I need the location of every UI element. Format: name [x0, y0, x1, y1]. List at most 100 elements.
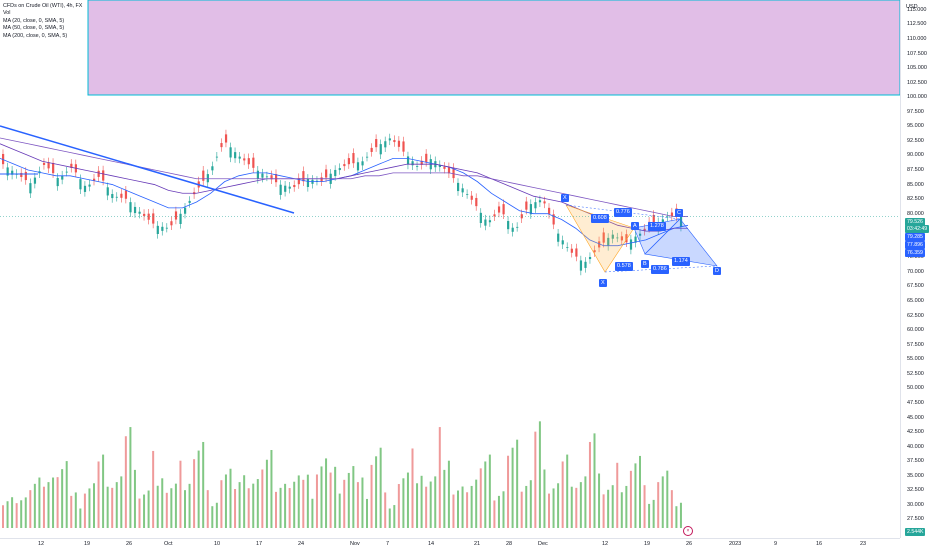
volume-bar — [511, 447, 514, 528]
candle-body — [334, 169, 337, 177]
candle-body — [184, 207, 187, 214]
candle-body — [265, 176, 269, 178]
candle-body — [557, 233, 560, 242]
chart-area[interactable]: CFDs on Crude Oil (WTI), 4h, FX Vol MA (… — [0, 0, 900, 538]
candle-body — [361, 161, 364, 166]
volume-bar — [315, 474, 318, 528]
legend-ma20[interactable]: MA (20, close, 0, SMA, 5) — [3, 17, 65, 24]
close-icon[interactable]: × — [683, 526, 693, 536]
volume-bar — [443, 469, 446, 528]
candle-body — [661, 219, 664, 224]
candle-body — [593, 250, 596, 253]
volume-bar — [620, 492, 623, 528]
volume-bar — [420, 475, 423, 528]
volume-bar — [666, 470, 669, 528]
volume-bar — [661, 476, 664, 528]
volume-bar — [152, 450, 155, 528]
volume-bar — [502, 491, 505, 528]
volume-bar — [429, 481, 432, 528]
volume-bar — [211, 506, 214, 528]
price-tick-label: 52.500 — [907, 370, 924, 377]
volume-bar — [484, 461, 487, 528]
candle-body — [375, 139, 378, 148]
price-tick-label: 40.000 — [907, 443, 924, 450]
price-tick-label: 62.500 — [907, 312, 924, 319]
volume-bar — [202, 441, 205, 528]
volume-bar — [475, 479, 478, 528]
volume-bar — [24, 497, 27, 528]
candle-body — [379, 144, 382, 155]
candle-body — [497, 206, 501, 213]
volume-bar — [561, 461, 564, 528]
volume-bar — [279, 487, 282, 528]
candle-body — [607, 237, 610, 247]
candle-body — [416, 166, 419, 167]
volume-bar — [679, 502, 682, 528]
candle-body — [261, 173, 264, 178]
candle-body — [484, 219, 487, 226]
volume-bar — [106, 486, 109, 528]
candle-body — [679, 216, 683, 227]
volume-bar — [634, 463, 637, 528]
legend-vol[interactable]: Vol — [3, 10, 11, 17]
legend-title[interactable]: CFDs on Crude Oil (WTI), 4h, FX — [3, 3, 83, 9]
volume-bar — [197, 450, 200, 528]
price-chart[interactable] — [0, 0, 900, 538]
time-tick-label: 19 — [644, 541, 651, 547]
legend-ma50[interactable]: MA (50, close, 0, SMA, 5) — [3, 25, 65, 32]
price-tick-label: 47.500 — [907, 399, 924, 406]
volume-bar — [115, 482, 118, 528]
candle-body — [347, 158, 350, 165]
volume-bar — [652, 499, 655, 528]
pattern-point-x-top: X — [561, 194, 569, 202]
volume-bar — [548, 493, 550, 528]
candle-body — [65, 171, 68, 173]
price-tick-label: 87.500 — [907, 166, 924, 173]
price-tag-last: 79.526 — [905, 218, 925, 226]
volume-bar — [143, 494, 146, 528]
candle-body — [666, 216, 669, 218]
candle-body — [165, 227, 168, 229]
candle-body — [302, 171, 305, 182]
time-tick-label: Oct — [164, 541, 173, 547]
chart-legend: CFDs on Crude Oil (WTI), 4h, FX Vol MA (… — [3, 3, 82, 40]
candle-body — [161, 226, 164, 231]
volume-bar — [20, 500, 23, 528]
candle-body — [397, 140, 401, 147]
volume-bar — [466, 492, 469, 528]
price-tick-label: 27.500 — [907, 516, 924, 523]
candle-body — [156, 225, 159, 235]
time-tick-label: 21 — [474, 541, 481, 547]
price-tick-label: 82.500 — [907, 196, 924, 203]
volume-bar — [375, 456, 378, 528]
candle-body — [275, 174, 278, 183]
candle-body — [88, 184, 91, 187]
candle-body — [598, 241, 601, 248]
volume-bar — [97, 461, 100, 528]
candle-body — [370, 147, 373, 152]
candle-body — [443, 166, 446, 169]
candle-body — [461, 188, 464, 193]
price-tag-ma200: 76.359 — [905, 249, 925, 257]
volume-bar — [566, 454, 569, 528]
volume-bar — [461, 486, 464, 528]
volume-bar — [438, 427, 441, 528]
candle-body — [24, 171, 27, 181]
candle-body — [252, 157, 255, 168]
volume-bar — [602, 494, 605, 528]
candle-body — [561, 240, 564, 245]
candle-body — [174, 211, 178, 220]
candle-body — [170, 221, 173, 226]
volume-bar — [525, 485, 528, 528]
candle-body — [20, 172, 23, 178]
time-axis[interactable]: 12 19 26 Oct 10 17 24 Nov 7 14 21 28 Dec 12 19 26 2023 9 1… — [0, 538, 900, 551]
volume-bar — [384, 492, 387, 528]
candle-body — [634, 236, 637, 243]
time-tick-label: 23 — [860, 541, 867, 547]
legend-ma200[interactable]: MA (200, close, 0, SMA, 5) — [3, 32, 68, 39]
candle-body — [525, 201, 528, 210]
price-axis[interactable]: 115.000 112.500 110.000 107.500 105.000 102.5… — [900, 0, 932, 538]
candle-body — [2, 153, 5, 165]
volume-bar — [33, 483, 36, 528]
volume-bar — [356, 482, 359, 528]
